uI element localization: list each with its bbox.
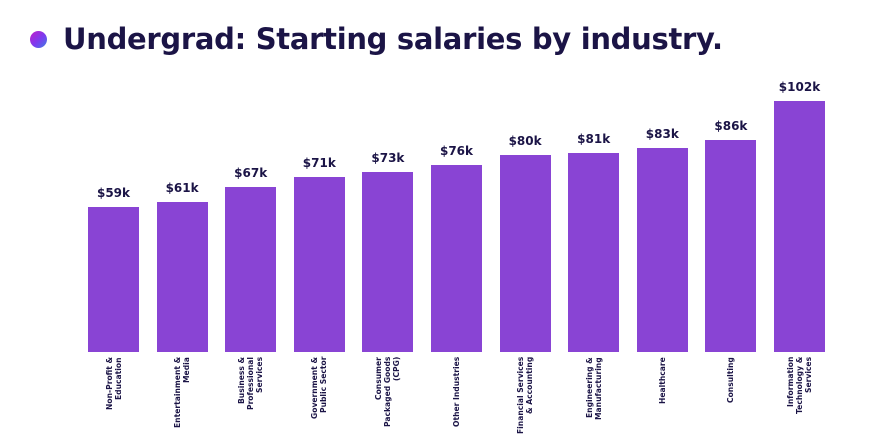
bar	[362, 172, 414, 352]
bar	[156, 201, 208, 352]
bar	[88, 206, 139, 352]
category-tick-label: Consumer Packaged Goods (CPG)	[374, 357, 402, 428]
data-label: $102k	[778, 80, 821, 94]
bar	[225, 187, 277, 352]
data-label: $61k	[165, 180, 199, 195]
category-tick-label: Entertainment & Media	[173, 357, 192, 429]
category-tick-label: Information Technology & Services	[786, 357, 813, 415]
bar	[499, 155, 551, 352]
data-label: $80k	[508, 134, 542, 149]
bar	[774, 101, 825, 352]
chart-title: Undergrad: Starting salaries by industry…	[63, 22, 723, 56]
data-label: $71k	[302, 156, 336, 171]
bar	[636, 147, 688, 352]
bar	[293, 177, 345, 352]
category-tick-label: Engineering & Manufacturing	[584, 357, 603, 420]
data-label: $73k	[371, 151, 405, 166]
category-tick-label: Business & Professional Services	[237, 357, 265, 410]
category-tick-label: Government & Public Sector	[310, 357, 329, 420]
data-label: $76k	[439, 143, 474, 158]
data-label: $81k	[577, 131, 611, 146]
data-label: $86k	[714, 119, 748, 134]
data-label: $59k	[96, 185, 131, 200]
bar	[431, 164, 482, 352]
bar	[705, 140, 757, 352]
bullet-dot-icon	[30, 30, 47, 48]
category-tick-label: Healthcare	[657, 357, 667, 404]
data-label: $67k	[234, 166, 268, 181]
category-tick-label: Financial Services & Accounting	[516, 357, 535, 435]
category-tick-label: Non-Profit & Education	[104, 357, 123, 411]
title-row: Undergrad: Starting salaries by industry…	[30, 22, 723, 56]
data-label: $83k	[645, 126, 679, 141]
bar	[568, 152, 620, 352]
category-tick-label: Other Industries	[452, 357, 461, 428]
category-tick-label: Consulting	[726, 357, 736, 403]
